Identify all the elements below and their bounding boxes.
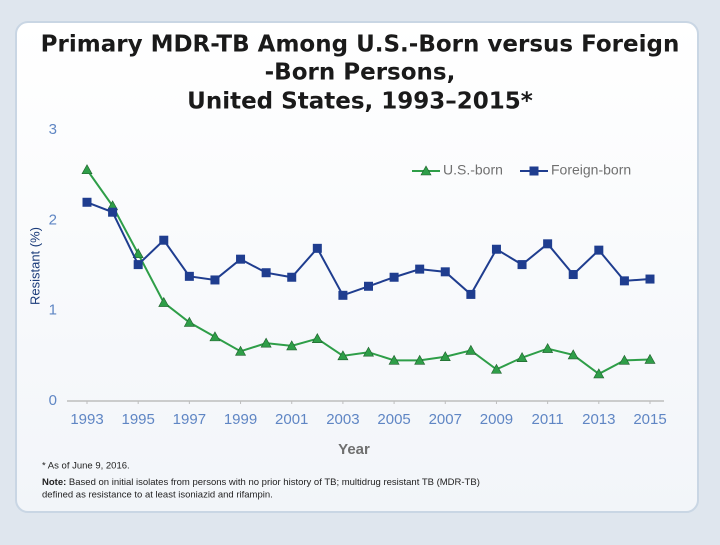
- point: [414, 354, 426, 365]
- point: [209, 331, 221, 342]
- x-tick-label: 1997: [173, 411, 206, 428]
- note: Note: Based on initial isolates from per…: [42, 477, 480, 488]
- point: [465, 344, 477, 355]
- point: [133, 260, 143, 270]
- x-axis-label: Year: [338, 441, 370, 458]
- point: [439, 351, 451, 362]
- point: [619, 276, 629, 286]
- slide-frame: [15, 21, 699, 513]
- point: [440, 267, 450, 277]
- point: [364, 281, 373, 291]
- chart-title: -Born Persons,: [265, 60, 456, 86]
- point: [260, 337, 272, 348]
- x-tick-label: 1993: [70, 411, 103, 428]
- point: [568, 270, 578, 280]
- point: [594, 245, 604, 255]
- point: [312, 243, 322, 253]
- x-tick-label: 1999: [224, 411, 257, 428]
- note-text: defined as resistance to at least isonia…: [42, 490, 273, 501]
- x-tick-label: 2007: [429, 411, 462, 428]
- point: [82, 197, 92, 207]
- point: [311, 333, 323, 343]
- legend-marker: [529, 166, 539, 176]
- legend-label: U.S.-born: [443, 162, 503, 178]
- x-tick-label: 2015: [633, 411, 666, 428]
- point: [618, 354, 630, 365]
- point: [490, 363, 502, 374]
- point: [183, 316, 195, 327]
- note-text: Based on initial isolates from persons w…: [69, 477, 480, 488]
- point: [210, 275, 220, 285]
- point: [286, 340, 298, 351]
- point: [645, 274, 655, 284]
- point: [516, 352, 528, 362]
- y-tick-label: 1: [49, 302, 57, 319]
- point: [543, 239, 553, 249]
- point: [593, 368, 605, 379]
- x-tick-label: 2011: [532, 411, 564, 428]
- y-tick-label: 0: [49, 392, 57, 409]
- point: [388, 354, 400, 365]
- point: [362, 346, 375, 357]
- point: [132, 248, 144, 259]
- point: [158, 296, 170, 307]
- note-label: Note:: [42, 477, 66, 488]
- x-tick-label: 1995: [121, 411, 154, 428]
- footnote: * As of June 9, 2016.: [42, 461, 130, 472]
- point: [338, 290, 348, 300]
- point: [644, 353, 656, 364]
- chart-title: Primary MDR-TB Among U.S.-Born versus Fo…: [41, 32, 680, 58]
- y-tick-label: 2: [49, 211, 57, 228]
- point: [491, 244, 501, 254]
- y-axis-label: Resistant (%): [27, 227, 42, 305]
- point: [542, 342, 554, 353]
- chart-title: United States, 1993–2015*: [187, 89, 533, 115]
- x-tick-label: 2003: [326, 411, 359, 428]
- point: [108, 207, 118, 217]
- point: [261, 268, 271, 278]
- point: [415, 264, 425, 274]
- x-tick-label: 2009: [480, 411, 513, 428]
- legend-marker: [420, 165, 432, 176]
- point: [337, 350, 349, 361]
- point: [466, 289, 476, 299]
- point: [567, 349, 579, 360]
- x-tick-label: 2005: [377, 411, 410, 428]
- point: [236, 254, 246, 264]
- y-tick-label: 3: [49, 121, 57, 138]
- legend-label: Foreign-born: [551, 162, 631, 178]
- point: [389, 272, 399, 282]
- point: [81, 164, 93, 175]
- x-tick-label: 2001: [275, 411, 308, 428]
- point: [184, 271, 194, 281]
- point: [287, 272, 297, 282]
- point: [159, 235, 169, 245]
- point: [235, 345, 247, 356]
- x-tick-label: 2013: [582, 411, 615, 428]
- point: [517, 260, 527, 270]
